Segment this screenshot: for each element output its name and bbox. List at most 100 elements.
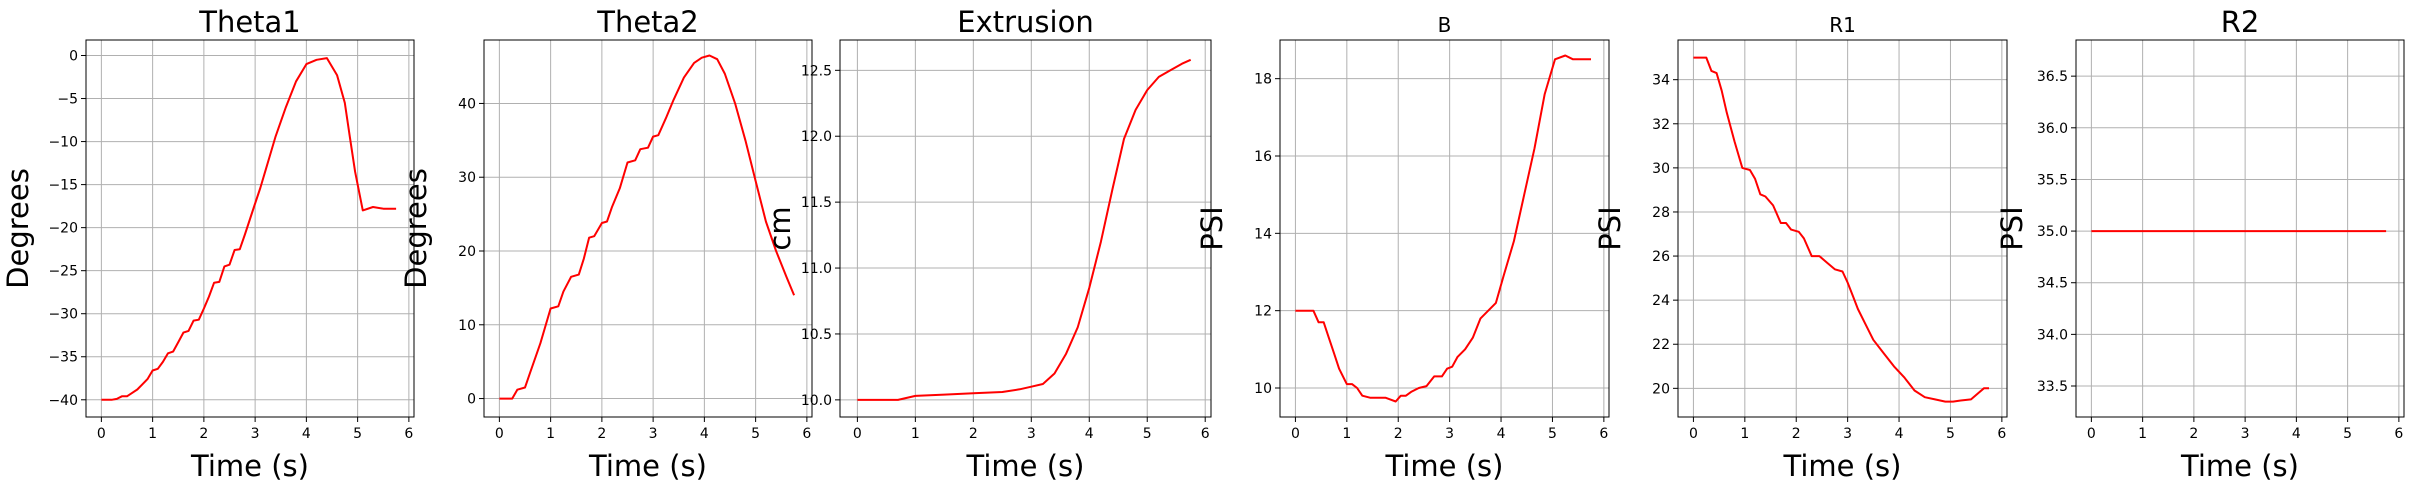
x-tick-label: 4	[700, 426, 709, 442]
y-axis-label: Degrees	[399, 168, 433, 289]
y-axis-label: PSI	[1995, 206, 2029, 250]
x-tick-label: 3	[649, 426, 658, 442]
x-tick-label: 4	[1895, 426, 1904, 442]
x-tick-label: 0	[495, 426, 504, 442]
x-tick-label: 6	[1599, 426, 1608, 442]
y-tick-label: 12.5	[801, 63, 832, 79]
y-tick-label: 35.5	[2037, 172, 2068, 188]
y-tick-label: 0	[69, 48, 78, 64]
x-tick-label: 3	[2241, 426, 2250, 442]
y-tick-label: 12.0	[801, 129, 832, 145]
x-tick-label: 2	[1394, 426, 1403, 442]
chart-panel: 0 1 2 3 4 5 6 −40 −35 −30 −25 −20 −15 −10 −5 0 Theta1 Tim…	[1, 5, 415, 483]
x-tick-label: 6	[1201, 426, 1210, 442]
y-tick-label: 30	[1652, 161, 1670, 177]
axes-frame	[85, 39, 415, 418]
y-tick-label: 36.5	[2037, 69, 2068, 85]
y-tick-label: 20	[458, 244, 476, 260]
chart-title: Theta1	[198, 5, 301, 39]
x-tick-label: 2	[969, 426, 978, 442]
x-axis-label: Time (s)	[588, 449, 707, 483]
y-tick-label: 24	[1652, 293, 1670, 309]
data-line	[1693, 56, 1989, 403]
y-tick-label: 26	[1652, 249, 1670, 265]
y-tick-label: 11.0	[801, 261, 832, 277]
y-tick-label: 10	[1254, 381, 1272, 397]
chart-title: Theta2	[596, 5, 699, 39]
x-tick-label: 6	[1997, 426, 2006, 442]
x-tick-label: 6	[2394, 426, 2403, 442]
y-tick-label: −25	[48, 264, 78, 280]
x-tick-label: 5	[1946, 426, 1955, 442]
x-axis-label: Time (s)	[1385, 449, 1504, 483]
y-tick-label: 0	[467, 392, 476, 408]
x-tick-label: 4	[1497, 426, 1506, 442]
x-tick-label: 5	[2343, 426, 2352, 442]
y-axis-label: cm	[763, 206, 797, 250]
y-tick-label: 12	[1254, 304, 1272, 320]
x-axis-label: Time (s)	[966, 449, 1085, 483]
y-tick-label: 18	[1254, 72, 1272, 88]
y-tick-label: 28	[1652, 205, 1670, 221]
x-tick-label: 1	[1740, 426, 1749, 442]
y-tick-label: −10	[48, 135, 78, 151]
y-tick-label: 32	[1652, 117, 1670, 133]
chart-title: B	[1438, 13, 1452, 37]
x-tick-label: 3	[1843, 426, 1852, 442]
y-axis-label: Degrees	[1, 168, 35, 289]
y-tick-label: 11.5	[801, 195, 832, 211]
axes-frame	[1279, 39, 1610, 418]
x-tick-label: 5	[1548, 426, 1557, 442]
x-tick-label: 4	[1085, 426, 1094, 442]
x-tick-label: 5	[751, 426, 760, 442]
chart-panel: 0 1 2 3 4 5 6 0 10 20 30 40 Theta2 Time (s) Degrees	[399, 5, 813, 483]
x-tick-label: 0	[853, 426, 862, 442]
y-tick-label: 10	[458, 318, 476, 334]
data-line	[499, 54, 796, 400]
axes-frame	[2075, 39, 2405, 418]
x-axis-label: Time (s)	[190, 449, 309, 483]
axes-frame	[483, 39, 813, 418]
x-tick-label: 2	[2189, 426, 2198, 442]
x-tick-label: 4	[302, 426, 311, 442]
x-tick-label: 3	[251, 426, 260, 442]
y-tick-label: 16	[1254, 149, 1272, 165]
chart-panel: 0 1 2 3 4 5 6 33.5 34.0 34.5 35.0 35.5 36.0 36.5 R2 Tim…	[1995, 5, 2405, 483]
x-tick-label: 4	[2292, 426, 2301, 442]
x-tick-label: 5	[353, 426, 362, 442]
x-tick-label: 2	[1792, 426, 1801, 442]
axes-frame	[839, 39, 1212, 418]
y-tick-label: 10.5	[801, 327, 832, 343]
x-tick-label: 0	[1689, 426, 1698, 442]
x-tick-label: 2	[199, 426, 208, 442]
chart-panel: 0 1 2 3 4 5 6 10.0 10.5 11.0 11.5 12.0 12.5 Extrusion…	[763, 5, 1212, 483]
data-line	[1295, 54, 1591, 403]
y-tick-label: 20	[1652, 381, 1670, 397]
data-line	[857, 58, 1192, 401]
y-tick-label: −15	[48, 178, 78, 194]
x-tick-label: 1	[2138, 426, 2147, 442]
x-tick-label: 6	[404, 426, 413, 442]
chart-title: R2	[2221, 5, 2260, 39]
x-tick-label: 1	[911, 426, 920, 442]
x-axis-label: Time (s)	[1783, 449, 1902, 483]
x-tick-label: 0	[97, 426, 106, 442]
y-tick-label: 34.0	[2037, 327, 2068, 343]
y-tick-label: 22	[1652, 337, 1670, 353]
y-axis-label: PSI	[1195, 206, 1229, 250]
y-tick-label: 14	[1254, 226, 1272, 242]
x-axis-label: Time (s)	[2180, 449, 2299, 483]
chart-title: Extrusion	[957, 5, 1093, 39]
x-tick-label: 1	[546, 426, 555, 442]
x-tick-label: 3	[1445, 426, 1454, 442]
x-tick-label: 3	[1027, 426, 1036, 442]
y-tick-label: 35.0	[2037, 224, 2068, 240]
data-line	[101, 57, 397, 401]
x-tick-label: 5	[1143, 426, 1152, 442]
y-tick-label: 33.5	[2037, 379, 2068, 395]
x-tick-label: 1	[1342, 426, 1351, 442]
axes-frame	[1677, 39, 2008, 418]
